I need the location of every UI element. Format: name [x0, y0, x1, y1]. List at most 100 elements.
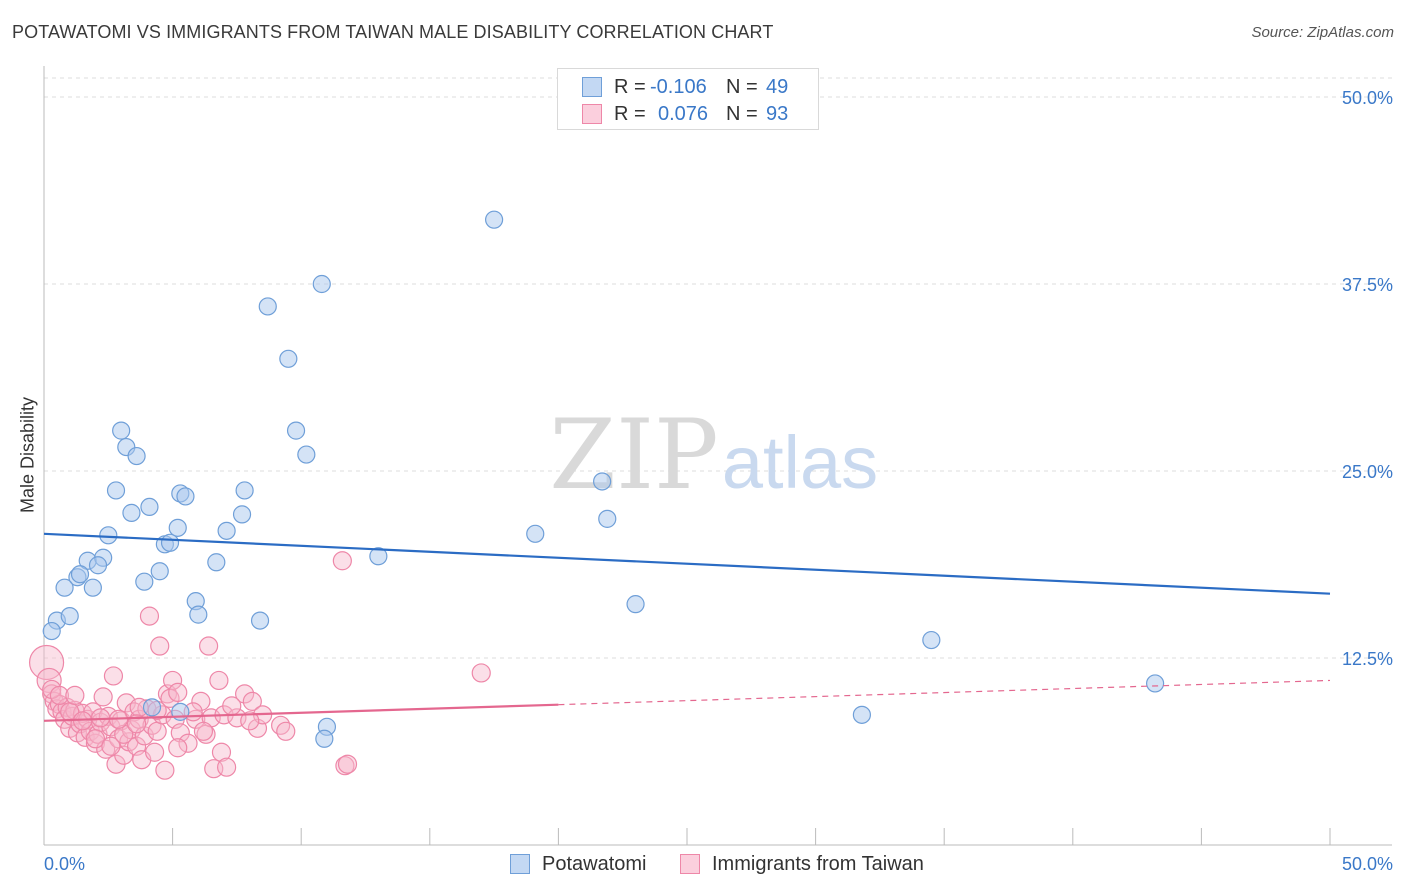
r-label: R =	[614, 102, 646, 125]
r-value: 0.076	[658, 102, 709, 125]
potawatomi-point	[369, 547, 388, 566]
potawatomi-point	[122, 503, 141, 522]
potawatomi-point	[232, 505, 252, 524]
y-axis-title: Male Disability	[17, 396, 38, 514]
potawatomi-point	[42, 621, 61, 641]
potawatomi-point	[60, 607, 79, 626]
potawatomi-point	[852, 705, 871, 724]
taiwan-point	[209, 670, 229, 691]
potawatomi-point	[135, 572, 154, 591]
taiwan-point	[49, 685, 70, 706]
potawatomi-point	[297, 445, 316, 464]
correlation-legend: R = -0.106 N = 49 R = 0.076 N = 93	[557, 68, 819, 130]
y-tick-label: 37.5%	[1342, 275, 1393, 295]
series-potawatomi	[42, 210, 1165, 748]
potawatomi-legend-label: Potawatomi	[542, 852, 647, 875]
taiwan-point	[28, 644, 65, 681]
chart-title: POTAWATOMI VS IMMIGRANTS FROM TAIWAN MAL…	[12, 22, 774, 42]
watermark-atlas: atlas	[722, 421, 878, 504]
trend-lines	[43, 532, 1331, 722]
potawatomi-point	[176, 487, 195, 506]
n-label: N =	[726, 102, 758, 125]
taiwan-point	[211, 742, 232, 762]
gridlines	[44, 77, 1392, 659]
potawatomi-point	[279, 349, 298, 368]
potawatomi-point	[160, 533, 180, 552]
r-label: R =	[614, 75, 646, 98]
potawatomi-point	[485, 210, 504, 229]
x-tick-label-min: 0.0%	[44, 854, 85, 874]
taiwan-point	[163, 670, 183, 691]
potawatomi-point	[112, 421, 131, 440]
potawatomi-point	[127, 446, 146, 466]
taiwan-point	[103, 666, 124, 686]
potawatomi-point	[315, 729, 334, 748]
potawatomi-point	[1146, 674, 1165, 693]
taiwan-point	[101, 736, 121, 756]
potawatomi-point	[526, 524, 545, 543]
potawatomi-point	[258, 297, 277, 316]
chart-source: Source: ZipAtlas.com	[1251, 24, 1394, 41]
taiwan-point	[170, 723, 190, 743]
potawatomi-point	[55, 578, 74, 597]
potawatomi-point	[106, 481, 126, 500]
y-tick-label: 12.5%	[1342, 649, 1393, 669]
potawatomi-point	[217, 521, 236, 540]
taiwan-point	[147, 721, 167, 741]
taiwan-point	[332, 551, 352, 571]
potawatomi-point	[235, 481, 254, 500]
potawatomi-point	[593, 472, 612, 491]
bottom-legend-taiwan: Immigrants from Taiwan	[680, 852, 924, 876]
taiwan-point	[155, 760, 175, 780]
taiwan-point	[199, 636, 219, 656]
watermark-zip: ZIP	[549, 399, 718, 511]
potawatomi-point	[598, 509, 617, 528]
x-tick-label-max: 50.0%	[1342, 854, 1393, 874]
taiwan-trend-line-extension	[558, 679, 1331, 706]
legend-row-potawatomi: R = -0.106 N = 49	[582, 75, 806, 99]
potawatomi-point	[626, 595, 645, 614]
taiwan-point	[96, 739, 116, 759]
y-tick-labels: 12.5% 25.0% 37.5% 50.0%	[1342, 88, 1393, 669]
taiwan-point	[471, 663, 491, 683]
taiwan-point	[276, 721, 296, 741]
legend-row-taiwan: R = 0.076 N = 93	[582, 102, 806, 126]
y-tick-label: 25.0%	[1342, 462, 1393, 482]
taiwan-point	[168, 682, 188, 703]
potawatomi-point	[150, 562, 169, 581]
taiwan-point	[242, 691, 262, 711]
axes	[43, 66, 1392, 846]
taiwan-point	[126, 714, 147, 734]
potawatomi-point	[142, 698, 162, 717]
taiwan-point	[235, 684, 255, 704]
taiwan-point	[65, 685, 85, 706]
potawatomi-point	[88, 556, 108, 575]
taiwan-point	[150, 636, 170, 656]
taiwan-point	[178, 733, 198, 753]
n-value: 93	[766, 102, 789, 125]
r-value: -0.106	[650, 75, 707, 98]
taiwan-point	[271, 715, 291, 735]
n-label: N =	[726, 75, 758, 98]
potawatomi-point	[70, 565, 90, 584]
potawatomi-point	[83, 578, 102, 597]
taiwan-point	[337, 754, 358, 774]
taiwan-point	[168, 738, 188, 758]
bottom-legend-potawatomi: Potawatomi	[510, 852, 647, 876]
taiwan-swatch	[582, 104, 602, 124]
watermark: ZIP atlas	[549, 399, 878, 511]
taiwan-point	[85, 729, 106, 749]
x-tick-labels: 0.0% 50.0%	[44, 854, 1393, 874]
taiwan-point	[222, 696, 242, 716]
taiwan-point	[134, 726, 154, 746]
taiwan-point	[93, 687, 113, 707]
potawatomi-point	[99, 526, 118, 545]
taiwan-legend-label: Immigrants from Taiwan	[712, 852, 924, 875]
taiwan-trend-line	[43, 703, 559, 722]
potawatomi-swatch	[582, 77, 602, 97]
potawatomi-legend-swatch	[510, 854, 530, 874]
potawatomi-point	[189, 605, 208, 624]
taiwan-point	[240, 711, 260, 731]
potawatomi-point	[140, 497, 159, 517]
series-immigrants-from-taiwan	[28, 551, 491, 780]
